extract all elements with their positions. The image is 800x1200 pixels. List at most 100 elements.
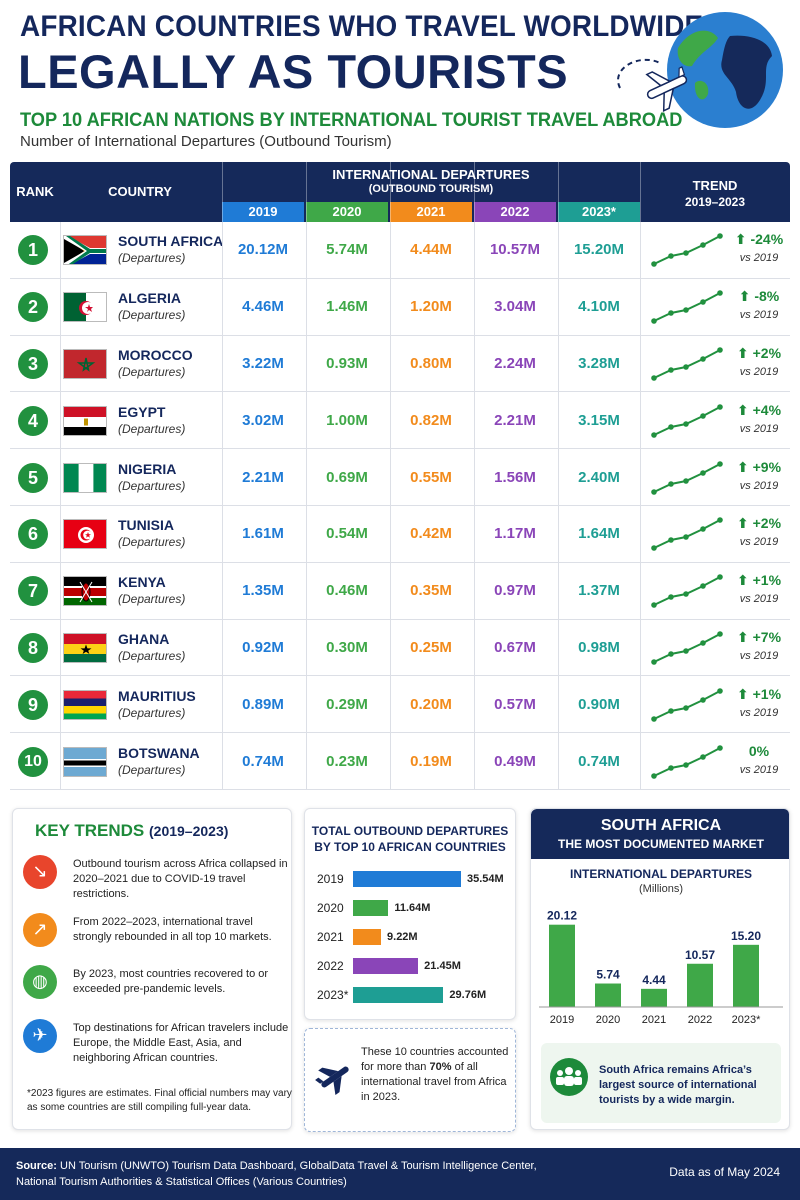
trend-line — [653, 689, 721, 720]
table-row: 9 MAURITIUS (Departures) 0.89M 0.29M 0.20M 0.5… — [10, 676, 790, 734]
value-v2021: 1.20M — [410, 298, 452, 316]
year-2021: 2021 — [390, 202, 472, 222]
trend-point — [700, 242, 706, 249]
column-divider — [222, 222, 223, 790]
trend-point — [683, 704, 689, 711]
header-divider — [222, 162, 223, 222]
value-v2023: 2.40M — [578, 468, 620, 486]
trend-sparkline — [651, 517, 723, 552]
sa-year-label: 2021 — [642, 1014, 666, 1026]
totals-year-label: 2019 — [317, 872, 344, 886]
value-v2020: 0.54M — [326, 525, 368, 543]
country-sub: (Departures) — [118, 478, 186, 493]
value-v2021: 0.82M — [410, 411, 452, 429]
trend-point — [651, 261, 657, 268]
year-2020: 2020 — [306, 202, 388, 222]
totals-value-label: 11.64M — [394, 902, 431, 914]
totals-bar — [353, 900, 389, 916]
trend-sparkline — [651, 290, 723, 324]
value-v2020: 1.00M — [326, 411, 368, 429]
totals-value-label: 9.22M — [387, 931, 418, 943]
rank-badge: 8 — [18, 632, 48, 663]
totals-bar — [353, 929, 382, 945]
flag-bw-icon — [63, 746, 107, 777]
trend-point — [651, 659, 657, 665]
estimate-note: *2023 figures are estimates. Final offic… — [27, 1088, 292, 1113]
value-v2023: 3.28M — [578, 354, 620, 372]
trend-vs: vs 2019 — [739, 763, 779, 776]
rank-badge: 6 — [18, 519, 48, 550]
rank-badge: 4 — [18, 405, 48, 436]
trend-point — [717, 744, 723, 751]
value-v2020: 5.74M — [326, 241, 368, 259]
country-sub: (Departures) — [118, 762, 186, 777]
country-sub: (Departures) — [118, 592, 186, 607]
sa-bar — [549, 924, 575, 1007]
country-name: ALGERIA — [118, 290, 181, 307]
flag-eg-icon — [63, 405, 107, 436]
sa-value-label: 10.57 — [685, 948, 715, 962]
value-v2019: 0.89M — [242, 695, 284, 713]
column-divider — [306, 222, 307, 790]
trend-sparkline — [651, 631, 723, 665]
value-v2022: 1.56M — [494, 468, 536, 486]
trend-point — [717, 403, 723, 410]
country-name: GHANA — [118, 630, 170, 647]
subtitle: TOP 10 AFRICAN NATIONS BY INTERNATIONAL … — [20, 110, 683, 131]
column-divider — [60, 222, 61, 790]
value-v2023: 1.64M — [578, 525, 620, 543]
trend-point — [700, 583, 706, 589]
key-trend-text: Outbound tourism across Africa collapsed… — [73, 858, 288, 900]
trend-vs: vs 2019 — [739, 649, 779, 662]
table-header: RANK COUNTRY INTERNATIONAL DEPARTURES (O… — [10, 162, 790, 222]
year-2023: 2023* — [558, 202, 640, 222]
value-v2021: 0.35M — [410, 582, 452, 600]
value-v2021: 0.55M — [410, 468, 452, 486]
value-v2020: 0.93M — [326, 354, 368, 372]
trend-change: ⬆ +1% — [736, 572, 782, 589]
year-2019: 2019 — [222, 202, 304, 222]
trend-line — [653, 235, 721, 266]
header-divider — [306, 162, 307, 222]
value-v2021: 4.44M — [410, 241, 452, 259]
totals-title-1: TOTAL OUTBOUND DEPARTURES — [311, 824, 509, 838]
trend-sparkline — [651, 687, 723, 722]
trend-point — [700, 299, 706, 305]
sa-bar — [687, 963, 713, 1007]
trend-change: ⬆ +2% — [736, 344, 782, 361]
callout-text: These 10 countries accounted for more th… — [361, 1046, 509, 1103]
value-v2020: 0.46M — [326, 582, 368, 600]
value-v2022: 0.49M — [494, 752, 536, 770]
value-v2023: 3.15M — [578, 411, 620, 429]
col-trend-years: 2019–2023 — [684, 195, 746, 209]
trend-point — [668, 367, 674, 373]
value-v2019: 4.46M — [242, 298, 284, 316]
trend-point — [700, 526, 706, 533]
value-v2023: 4.10M — [578, 298, 620, 316]
value-v2019: 2.21M — [242, 468, 284, 486]
trend-point — [651, 602, 657, 608]
sa-year-label: 2020 — [596, 1014, 620, 1026]
value-v2023: 0.90M — [578, 695, 620, 713]
table-row: 7 KENYA (Departures) 1.35M 0.46M 0.35M 0.97M 1.… — [10, 562, 790, 620]
sa-year-label: 2019 — [550, 1014, 574, 1026]
data-date: Data as of May 2024 — [669, 1165, 780, 1179]
trend-sparkline — [651, 460, 723, 495]
value-v2021: 0.42M — [410, 525, 452, 543]
key-trends-title: KEY TRENDS (2019–2023) — [35, 821, 229, 840]
trend-change: ⬆ +9% — [736, 458, 782, 475]
globe-plane-icon — [617, 12, 783, 128]
country-name: BOTSWANA — [118, 744, 200, 761]
globe-icon: ◍ — [23, 965, 57, 999]
trend-point — [700, 356, 706, 362]
country-name: SOUTH AFRICA — [118, 233, 224, 250]
key-trends-panel: KEY TRENDS (2019–2023) ↘ Outbound tourism… — [12, 808, 292, 1130]
rank-badge: 1 — [18, 235, 48, 266]
country-name: KENYA — [118, 574, 166, 591]
value-v2023: 1.37M — [578, 582, 620, 600]
column-divider — [390, 222, 391, 790]
trend-point — [668, 537, 674, 544]
trend-vs: vs 2019 — [739, 365, 779, 378]
sa-year-label: 2023* — [732, 1014, 761, 1026]
country-name: TUNISIA — [118, 517, 174, 534]
